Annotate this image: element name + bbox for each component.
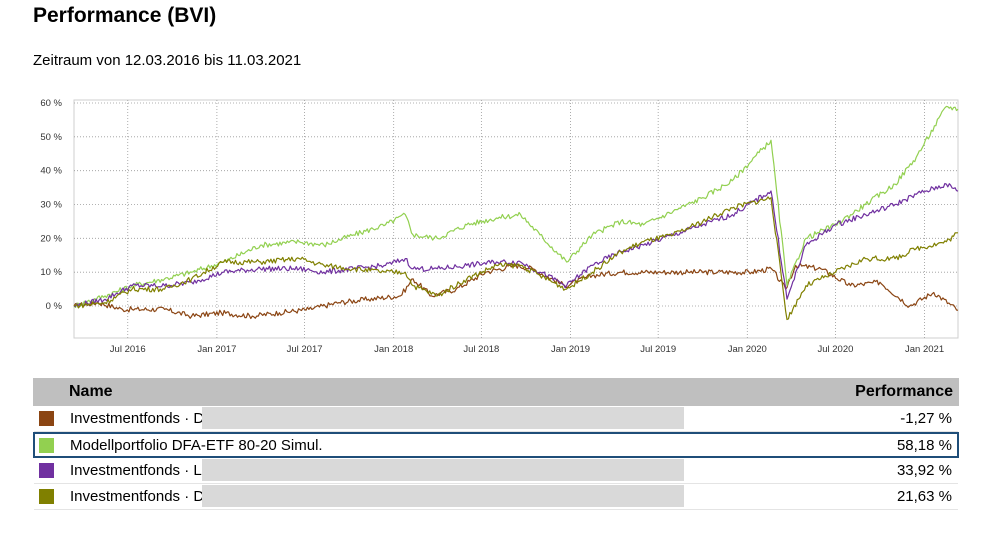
x-tick-label: Jan 2021 — [905, 344, 944, 355]
y-tick-label: 30 % — [40, 200, 62, 211]
redacted-text — [202, 485, 684, 507]
x-tick-label: Jan 2019 — [551, 344, 590, 355]
row-performance: 33,92 % — [896, 462, 952, 479]
y-tick-label: 50 % — [40, 132, 62, 143]
redacted-text — [202, 407, 684, 429]
series-color-swatch — [39, 438, 54, 453]
row-performance: 21,63 % — [896, 488, 952, 505]
row-name: Investmentfonds · L — [70, 462, 202, 479]
row-performance: 58,18 % — [896, 437, 952, 454]
table-row: Investmentfonds · L 33,92 % — [34, 458, 958, 484]
series-color-swatch — [39, 489, 54, 504]
table-header: Name Performance — [33, 378, 959, 406]
series-color-swatch — [39, 463, 54, 478]
x-tick-label: Jul 2017 — [287, 344, 323, 355]
redacted-text — [202, 459, 684, 481]
x-tick-label: Jul 2018 — [463, 344, 499, 355]
y-tick-label: 10 % — [40, 267, 62, 278]
x-tick-label: Jan 2017 — [197, 344, 236, 355]
page-title: Performance (BVI) — [33, 4, 217, 27]
row-name: Investmentfonds · D — [70, 488, 205, 505]
table-row-selected: Modellportfolio DFA-ETF 80-20 Simul. 58,… — [33, 432, 959, 458]
performance-table: Name Performance Investmentfonds · D -1,… — [33, 378, 959, 510]
y-tick-label: 40 % — [40, 166, 62, 177]
y-tick-label: 60 % — [40, 98, 62, 109]
column-header-performance: Performance — [855, 383, 953, 400]
row-name: Investmentfonds · D — [70, 410, 205, 427]
series-line-2 — [73, 182, 959, 307]
period-subtitle: Zeitraum von 12.03.2016 bis 11.03.2021 — [33, 52, 302, 69]
column-header-name: Name — [69, 383, 113, 400]
x-tick-label: Jan 2020 — [728, 344, 767, 355]
y-tick-label: 20 % — [40, 233, 62, 244]
table-row: Investmentfonds · D 21,63 % — [34, 484, 958, 510]
series-line-0 — [73, 262, 959, 320]
plot-frame — [73, 99, 959, 339]
x-tick-label: Jul 2020 — [817, 344, 853, 355]
x-tick-label: Jul 2019 — [640, 344, 676, 355]
row-name: Modellportfolio DFA-ETF 80-20 Simul. — [70, 437, 323, 454]
series-color-swatch — [39, 411, 54, 426]
x-tick-label: Jul 2016 — [110, 344, 146, 355]
series-line-3 — [73, 196, 958, 321]
y-tick-label: 0 % — [46, 301, 63, 312]
row-performance: -1,27 % — [900, 410, 952, 427]
performance-chart: 60 % 50 % 40 % 30 % 20 % 10 % 0 % Jul 2016 Jan 2… — [40, 98, 959, 355]
table-row: Investmentfonds · D -1,27 % — [34, 406, 958, 432]
x-tick-label: Jan 2018 — [374, 344, 413, 355]
